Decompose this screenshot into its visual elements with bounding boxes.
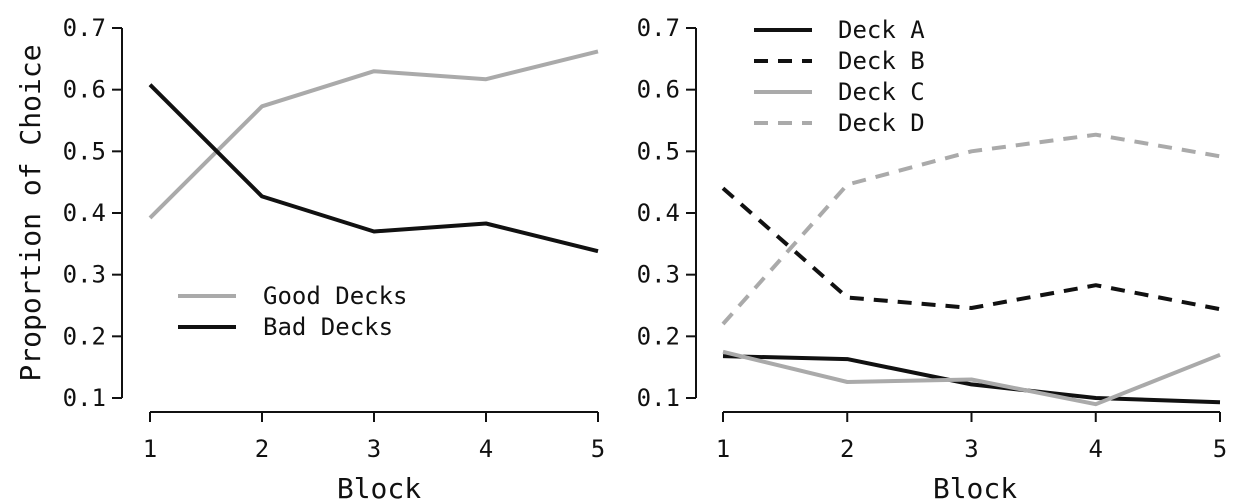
y-tick-label: 0.5 [63,137,106,165]
series-line-deck-a [722,354,1221,405]
x-tick-label: 2 [255,435,269,463]
x-tick-label: 1 [143,435,157,463]
legend-label: Deck A [838,16,925,44]
y-tick-label: 0.6 [637,76,680,104]
y-tick-label: 0.2 [63,322,106,350]
chart-panel-1: 0.1 0.2 0.3 0.4 0.5 0.6 0.7 1 2 3 4 5 Block Proportio… [14,14,605,504]
y-tick-label: 0.1 [63,384,106,412]
legend: Deck A Deck B Deck C Deck D [754,16,925,137]
y-tick-label: 0.7 [637,14,680,42]
legend-label: Deck C [838,78,925,106]
legend-label: Deck B [838,47,925,75]
series-line-good-decks [148,49,599,220]
legend: Good Decks Bad Decks [178,282,408,341]
series-line-bad-decks [148,83,599,254]
x-tick-label: 4 [479,435,493,463]
x-axis-title: Block [337,472,421,504]
y-tick-label: 0.1 [637,384,680,412]
x-tick-label: 1 [716,435,730,463]
x-tick-label: 3 [964,435,978,463]
x-tick-label: 2 [840,435,854,463]
y-tick-label: 0.7 [63,14,106,42]
y-tick-label: 0.6 [63,76,106,104]
x-tick-label: 5 [591,435,605,463]
y-tick-label: 0.3 [637,261,680,289]
x-tick-label: 3 [367,435,381,463]
series-line-deck-c [722,349,1221,407]
legend-label: Good Decks [263,282,408,310]
y-axis-title: Proportion of Choice [14,44,47,381]
x-axis-title: Block [933,472,1017,504]
legend-label: Deck D [838,109,925,137]
y-tick-label: 0.5 [637,137,680,165]
legend-label: Bad Decks [263,313,393,341]
x-tick-label: 5 [1213,435,1227,463]
y-tick-label: 0.4 [63,199,106,227]
series-line-deck-d [721,132,1221,326]
y-tick-label: 0.4 [637,199,680,227]
y-tick-label: 0.2 [637,322,680,350]
series-line-deck-b [721,186,1221,312]
x-tick-label: 4 [1089,435,1103,463]
y-tick-label: 0.3 [63,261,106,289]
